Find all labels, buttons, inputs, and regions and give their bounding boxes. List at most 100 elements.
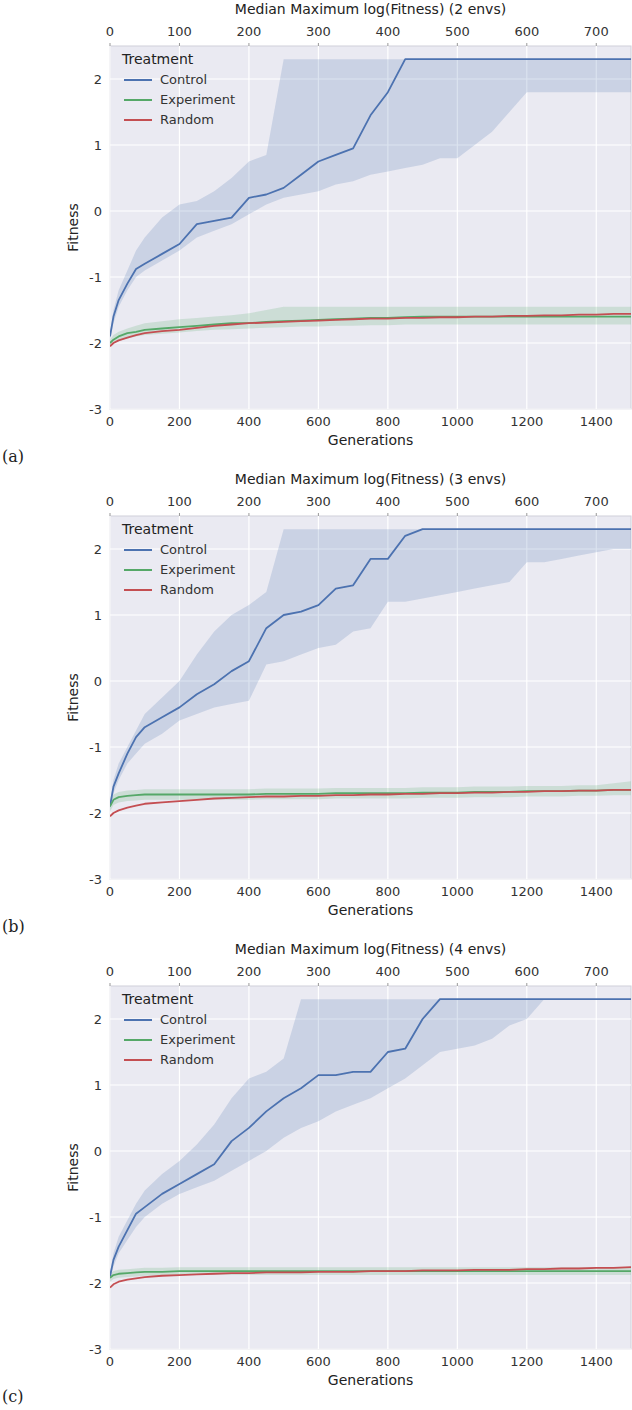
grid-line <box>110 276 631 277</box>
legend-label: Control <box>160 1012 207 1027</box>
y-axis-label: Fitness <box>65 203 81 252</box>
tick <box>596 983 597 986</box>
chart-title: Median Maximum log(Fitness) (3 envs) <box>235 471 506 487</box>
band <box>110 529 631 810</box>
x2-tick-label: 500 <box>445 964 470 979</box>
legend: Treatment Control Experiment Random <box>121 991 235 1067</box>
y-tick-label: -1 <box>89 270 102 285</box>
legend-label: Experiment <box>160 92 235 107</box>
legend-swatch <box>124 549 152 551</box>
legend-title: Treatment <box>121 991 194 1007</box>
x2-tick-label: 700 <box>584 964 609 979</box>
band <box>110 59 631 340</box>
band <box>110 999 631 1279</box>
data-layer <box>110 999 631 1287</box>
grid-line <box>110 1216 631 1217</box>
tick <box>526 983 527 986</box>
tick <box>457 983 458 986</box>
x2-tick-label: 600 <box>514 24 539 39</box>
x2-tick-label: 400 <box>375 494 400 509</box>
grid-line <box>110 1348 631 1349</box>
x-tick-label: 1000 <box>441 884 474 899</box>
tick <box>457 513 458 516</box>
plot-area <box>110 46 631 409</box>
y-tick-label: -1 <box>89 1210 102 1225</box>
x2-tick-label: 300 <box>306 964 331 979</box>
x2-tick-label: 0 <box>106 24 114 39</box>
x-tick-label: 200 <box>167 1354 192 1369</box>
x2-tick-label: 100 <box>167 24 192 39</box>
panel: 0200400600800100012001400010020030040050… <box>2 471 631 936</box>
x2-tick-label: 600 <box>514 964 539 979</box>
grid-line <box>596 986 597 1349</box>
y-tick-label: 2 <box>94 72 102 87</box>
x-tick-label: 1200 <box>510 414 543 429</box>
series-line <box>110 59 631 336</box>
y-tick-label: 1 <box>94 1078 102 1093</box>
tick <box>179 983 180 986</box>
tick <box>387 513 388 516</box>
y-tick-label: -2 <box>89 1276 102 1291</box>
tick <box>110 983 111 986</box>
chart-title: Median Maximum log(Fitness) (4 envs) <box>235 941 506 957</box>
series-line <box>110 999 631 1276</box>
x-tick-label: 800 <box>375 1354 400 1369</box>
tick <box>596 513 597 516</box>
grid-line <box>248 986 249 1349</box>
x-tick-label: 0 <box>106 1354 114 1369</box>
legend-swatch <box>124 1039 152 1041</box>
panel: 0200400600800100012001400010020030040050… <box>2 1 631 466</box>
grid-line <box>110 878 631 879</box>
legend-title: Treatment <box>121 51 194 67</box>
data-layer <box>110 529 631 816</box>
grid-line <box>110 1282 631 1283</box>
legend-swatch <box>124 589 152 591</box>
x-tick-label: 1000 <box>441 414 474 429</box>
grid-line <box>109 986 110 1349</box>
y-tick-label: 2 <box>94 1012 102 1027</box>
x2-tick-label: 700 <box>584 494 609 509</box>
y-tick-label: -2 <box>89 806 102 821</box>
grid-line <box>248 46 249 409</box>
legend-label: Random <box>160 1052 214 1067</box>
legend-swatch <box>124 569 152 571</box>
legend-label: Control <box>160 72 207 87</box>
x-tick-label: 1400 <box>580 1354 613 1369</box>
x-tick-label: 800 <box>375 414 400 429</box>
x2-tick-label: 100 <box>167 494 192 509</box>
x2-tick-label: 300 <box>306 494 331 509</box>
grid-line <box>596 46 597 409</box>
x-axis-label: Generations <box>328 902 413 918</box>
tick <box>248 513 249 516</box>
legend-label: Experiment <box>160 1032 235 1047</box>
grid-line <box>109 46 110 409</box>
series-line <box>110 790 631 816</box>
x2-tick-label: 500 <box>445 24 470 39</box>
series-line <box>110 790 631 807</box>
x2-tick-label: 200 <box>237 24 262 39</box>
y-tick-label: 0 <box>94 204 102 219</box>
x2-tick-label: 200 <box>237 964 262 979</box>
x-axis-label: Generations <box>328 432 413 448</box>
grid-line <box>526 46 527 409</box>
tick <box>179 43 180 46</box>
grid-line <box>110 746 631 747</box>
x-tick-label: 800 <box>375 884 400 899</box>
series-line <box>110 529 631 806</box>
tick <box>318 983 319 986</box>
series-line <box>110 314 631 346</box>
series-line <box>110 317 631 343</box>
x-tick-label: 1000 <box>441 1354 474 1369</box>
tick <box>526 513 527 516</box>
x-tick-label: 0 <box>106 414 114 429</box>
legend-swatch <box>124 1059 152 1061</box>
chart-title: Median Maximum log(Fitness) (2 envs) <box>235 1 506 17</box>
legend-swatch <box>124 99 152 101</box>
x2-tick-label: 100 <box>167 964 192 979</box>
y-tick-label: 1 <box>94 608 102 623</box>
x-axis-label: Generations <box>328 1372 413 1388</box>
legend-title: Treatment <box>121 521 194 537</box>
x2-tick-label: 400 <box>375 24 400 39</box>
legend: TreatmentControlExperimentRandom <box>121 51 235 127</box>
y-tick-label: -3 <box>89 402 102 417</box>
